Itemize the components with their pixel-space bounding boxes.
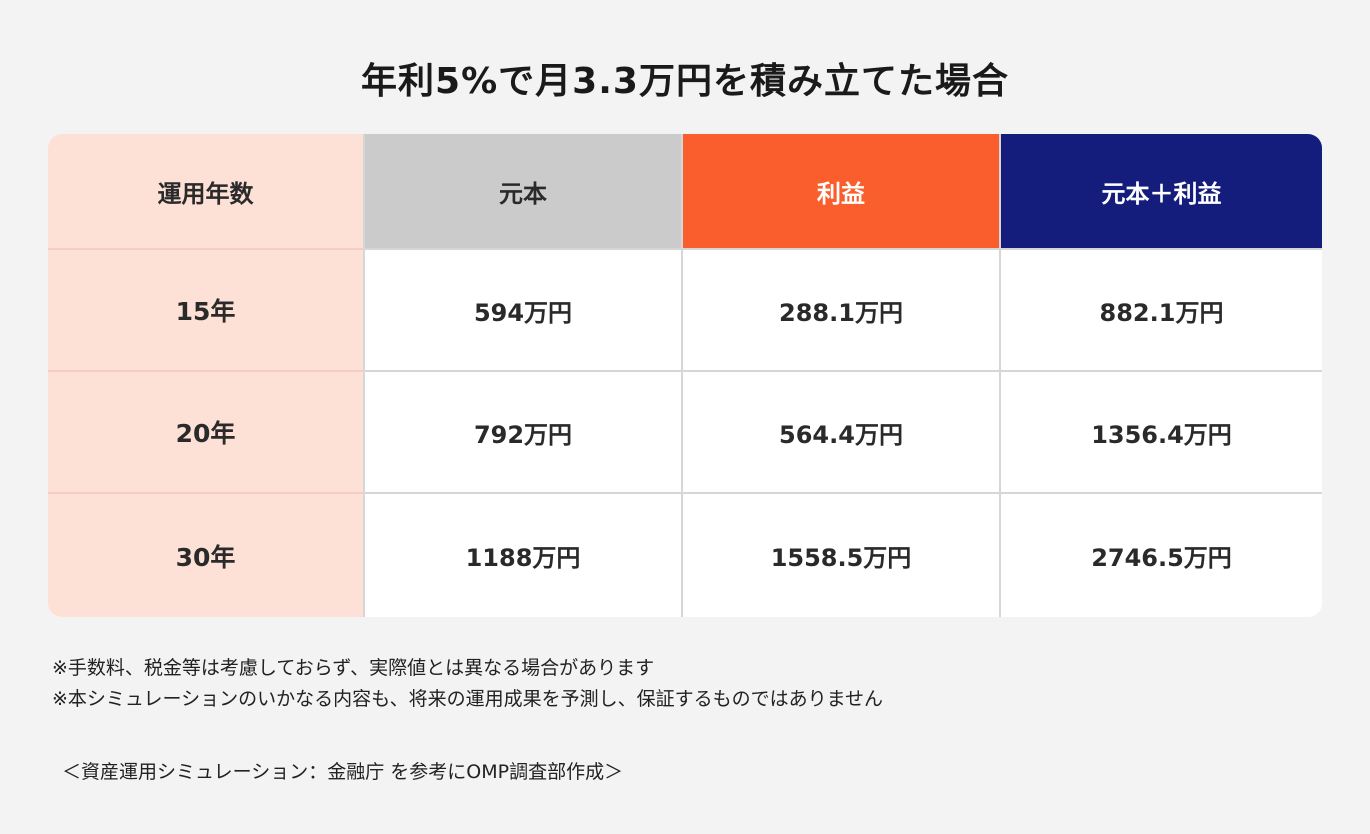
row-total-cell: 2746.5万円 [1001, 494, 1322, 617]
header-principal: 元本 [365, 134, 683, 250]
row-years-cell: 20年 [48, 372, 365, 494]
row-principal-cell: 1188万円 [365, 494, 683, 617]
row-principal-cell: 792万円 [365, 372, 683, 494]
header-total: 元本＋利益 [1001, 134, 1322, 250]
row-years-cell: 15年 [48, 250, 365, 372]
row-years-cell: 30年 [48, 494, 365, 617]
disclaimer-note: ※本シミュレーションのいかなる内容も、将来の運用成果を予測し、保証するものではあ… [52, 688, 884, 710]
row-profit-cell: 1558.5万円 [683, 494, 1001, 617]
row-total-cell: 1356.4万円 [1001, 372, 1322, 494]
header-profit: 利益 [683, 134, 1001, 250]
row-total-cell: 882.1万円 [1001, 250, 1322, 372]
disclaimer-note: ※手数料、税金等は考慮しておらず、実際値とは異なる場合があります [52, 657, 655, 679]
header-years: 運用年数 [48, 134, 365, 250]
source-credit: ＜資産運用シミュレーション：金融庁 を参考にOMP調査部作成＞ [62, 761, 624, 783]
simulation-table: 運用年数 元本 利益 元本＋利益 15年 594万円 288.1万円 882.1… [48, 134, 1322, 617]
row-profit-cell: 564.4万円 [683, 372, 1001, 494]
row-principal-cell: 594万円 [365, 250, 683, 372]
disclaimer-notes: ※手数料、税金等は考慮しておらず、実際値とは異なる場合があります ※本シミュレー… [52, 653, 883, 715]
page-title: 年利5%で月3.3万円を積み立てた場合 [361, 61, 1009, 102]
row-profit-cell: 288.1万円 [683, 250, 1001, 372]
